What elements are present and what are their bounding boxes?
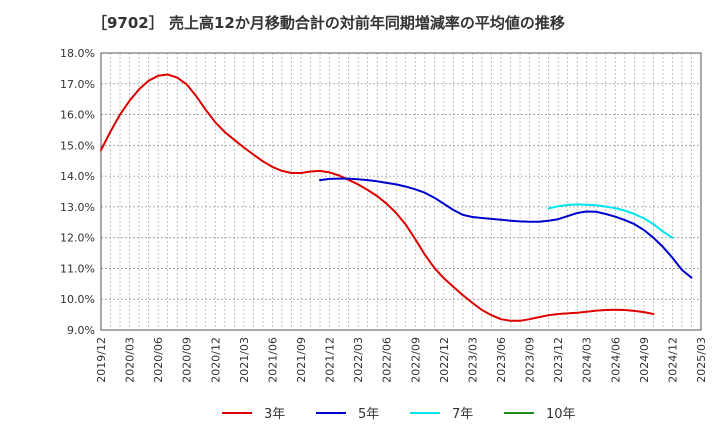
series-line-2 xyxy=(547,203,674,239)
x-tick-label: 2022/09 xyxy=(409,337,422,383)
plot-area xyxy=(101,53,701,330)
y-tick-label: 13.0% xyxy=(60,201,95,214)
x-tick-label: 2024/06 xyxy=(609,337,622,383)
x-tick-label: 2023/06 xyxy=(495,337,508,383)
x-tick-label: 2019/12 xyxy=(95,337,108,383)
x-tick-label: 2020/12 xyxy=(209,337,222,383)
x-tick-label: 2022/12 xyxy=(438,337,451,383)
x-tick-label: 2021/12 xyxy=(324,337,337,383)
y-tick-label: 10.0% xyxy=(60,293,95,306)
series-line-1 xyxy=(319,177,693,279)
x-tick-label: 2020/09 xyxy=(181,337,194,383)
x-tick-label: 2021/09 xyxy=(295,337,308,383)
x-tick-label: 2023/03 xyxy=(466,337,479,383)
legend-label-0: 3年 xyxy=(264,407,285,422)
x-tick-label: 2020/06 xyxy=(152,337,165,383)
plot-border xyxy=(100,52,702,331)
x-tick-label: 2024/09 xyxy=(638,337,651,383)
x-tick-label: 2021/03 xyxy=(238,337,251,383)
y-tick-label: 11.0% xyxy=(60,262,95,275)
axis-layer: 9.0% 10.0% 11.0% 12.0% 13.0% 14.0% 15.0% 16.0% 1… xyxy=(60,47,708,383)
y-tick-label: 12.0% xyxy=(60,232,95,245)
x-tick-label: 2024/12 xyxy=(666,337,679,383)
y-tick-label: 17.0% xyxy=(60,78,95,91)
y-tick-label: 14.0% xyxy=(60,170,95,183)
y-tick-label: 16.0% xyxy=(60,109,95,122)
x-tick-label: 2025/03 xyxy=(695,337,708,383)
x-tick-label: 2021/06 xyxy=(266,337,279,383)
x-tick-label: 2022/03 xyxy=(352,337,365,383)
series-line-0 xyxy=(100,73,655,322)
legend-label-1: 5年 xyxy=(358,407,379,422)
x-tick-label: 2023/09 xyxy=(524,337,537,383)
legend-label-2: 7年 xyxy=(452,407,473,422)
x-tick-label: 2024/03 xyxy=(581,337,594,383)
chart-title: ［9702］ 売上高12か月移動合計の対前年同期増減率の平均値の推移 xyxy=(92,14,565,32)
legend: 3年 5年 7年 10年 xyxy=(222,407,576,422)
series-layer xyxy=(100,73,693,322)
y-tick-label: 18.0% xyxy=(60,47,95,60)
x-tick-label: 2022/06 xyxy=(381,337,394,383)
y-tick-label: 15.0% xyxy=(60,139,95,152)
x-tick-label: 2023/12 xyxy=(552,337,565,383)
y-tick-label: 9.0% xyxy=(67,324,95,337)
x-tick-label: 2020/03 xyxy=(124,337,137,383)
grid-layer xyxy=(101,53,701,330)
legend-label-3: 10年 xyxy=(546,407,576,422)
